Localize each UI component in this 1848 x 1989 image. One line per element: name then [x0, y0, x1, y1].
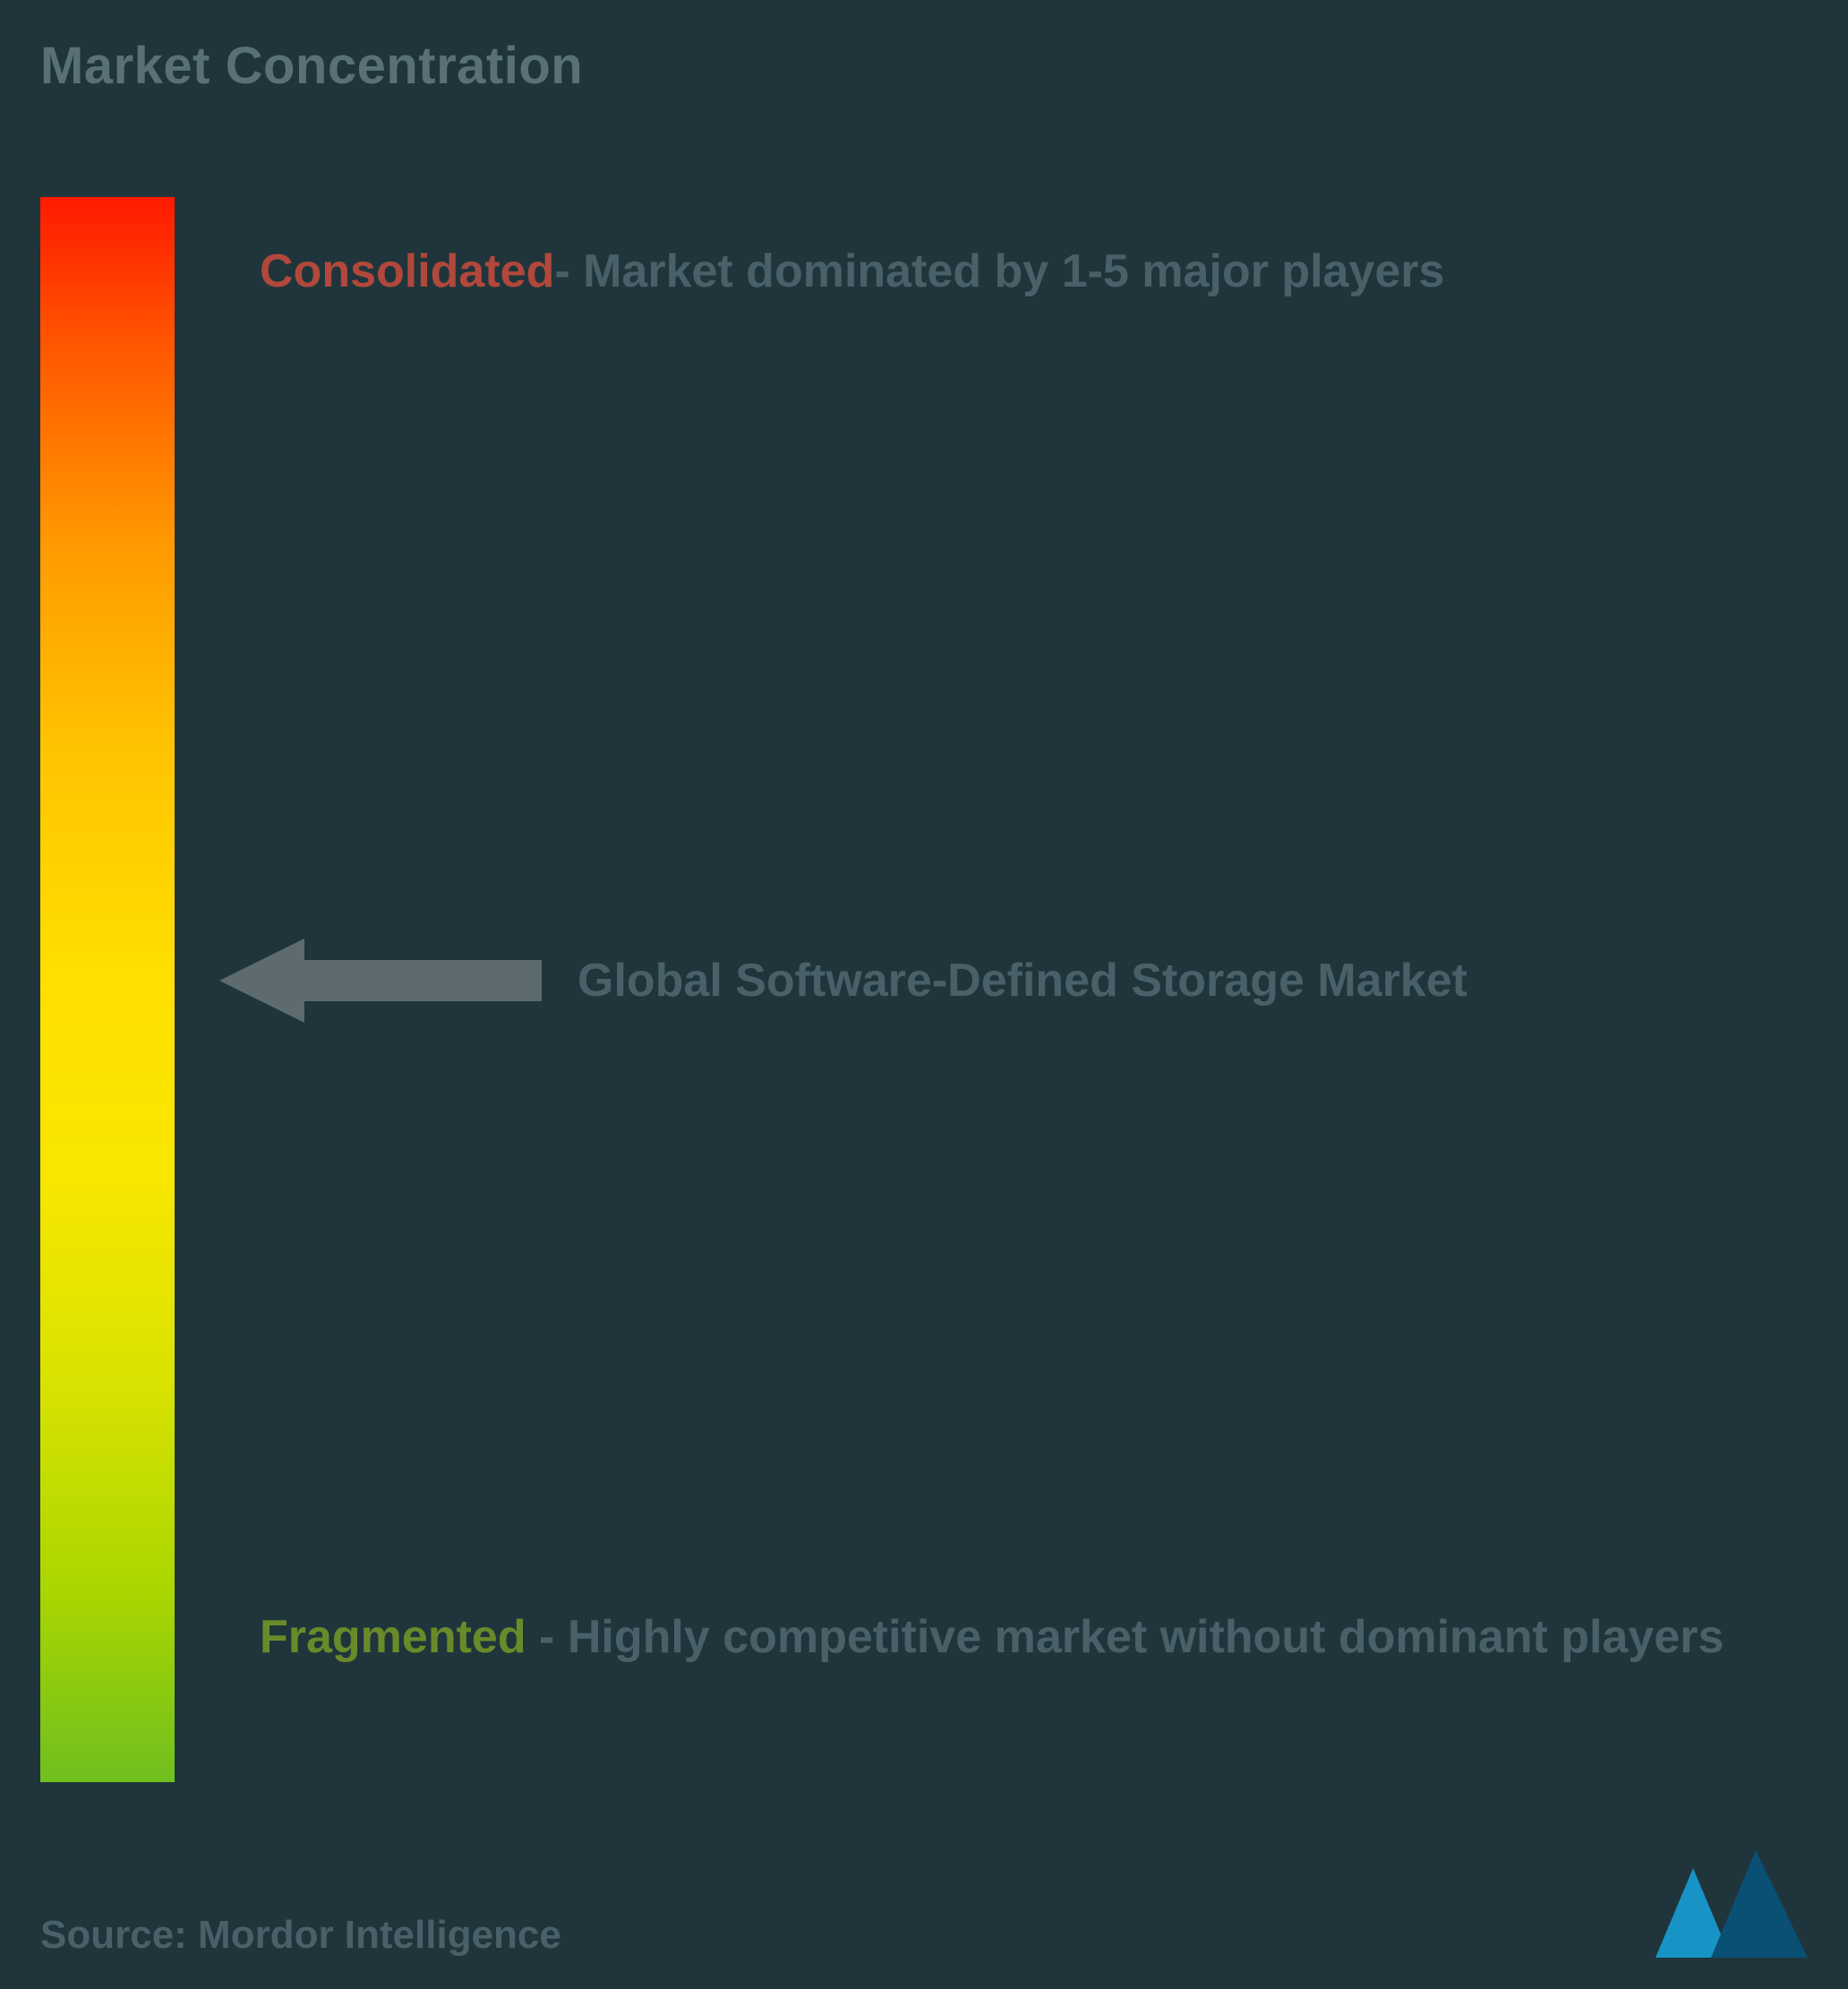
market-label: Global Software-Defined Storage Market: [578, 945, 1467, 1017]
fragmented-text: - Highly competitive market without domi…: [526, 1611, 1724, 1663]
market-position-marker: Global Software-Defined Storage Market: [219, 931, 1794, 1030]
fragmented-description: Fragmented - Highly competitive market w…: [260, 1594, 1794, 1680]
footer: Source: Mordor Intelligence: [40, 1850, 1808, 1958]
page-title: Market Concentration: [40, 36, 583, 96]
concentration-gradient-bar: [40, 197, 175, 1782]
consolidated-description: Consolidated- Market dominated by 1-5 ma…: [260, 228, 1794, 314]
consolidated-keyword: Consolidated: [260, 245, 554, 297]
source-attribution: Source: Mordor Intelligence: [40, 1913, 561, 1958]
fragmented-keyword: Fragmented: [260, 1611, 526, 1663]
mordor-logo-icon: [1656, 1850, 1808, 1958]
arrow-left-icon: [219, 931, 542, 1030]
consolidated-text: - Market dominated by 1-5 major players: [554, 245, 1444, 297]
